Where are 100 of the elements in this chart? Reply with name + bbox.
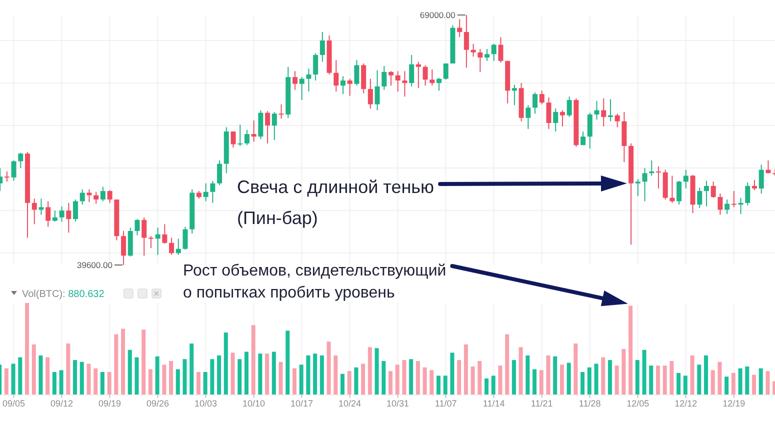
candlestick — [230, 130, 236, 148]
bar — [574, 343, 578, 395]
candlestick — [258, 110, 264, 140]
bar — [224, 332, 228, 395]
candlestick — [176, 238, 181, 256]
bar — [566, 362, 571, 395]
bar — [230, 352, 235, 395]
bar — [697, 364, 702, 395]
bar — [491, 376, 496, 395]
bar — [361, 364, 366, 395]
candlestick — [539, 90, 544, 105]
bar — [766, 371, 770, 395]
bar — [299, 364, 304, 395]
candlestick — [347, 78, 352, 96]
bar — [52, 372, 56, 395]
bar — [614, 366, 619, 395]
bar — [484, 378, 489, 395]
candlestick — [86, 188, 92, 203]
candlestick — [107, 190, 112, 204]
bar — [134, 357, 139, 395]
bar — [25, 303, 30, 395]
x-tick-label: 09/26 — [146, 398, 170, 408]
bar — [539, 370, 544, 395]
candlestick — [478, 48, 483, 72]
x-tick-label: 11/28 — [578, 398, 601, 408]
bar — [73, 360, 78, 395]
bar — [128, 350, 132, 395]
candlestick — [18, 152, 24, 169]
candlestick — [320, 32, 325, 62]
bar — [464, 344, 468, 395]
bar — [340, 374, 344, 395]
candlestick — [546, 96, 552, 130]
x-tick-label: 10/24 — [338, 398, 362, 408]
bar — [436, 376, 441, 395]
candlestick — [361, 62, 366, 94]
bar — [518, 347, 523, 395]
candlestick — [683, 169, 688, 189]
x-tick-label: 10/03 — [194, 398, 218, 408]
bar — [292, 368, 296, 395]
bar — [347, 371, 352, 395]
bar — [320, 355, 324, 395]
bar — [553, 356, 558, 395]
candlestick — [313, 52, 318, 81]
bar — [642, 350, 646, 395]
candlestick — [697, 187, 702, 209]
bar — [80, 362, 84, 395]
bar — [217, 355, 222, 395]
bar — [745, 366, 750, 395]
bar — [142, 330, 146, 395]
bar — [683, 376, 688, 395]
bar — [752, 374, 756, 395]
candlestick — [80, 188, 85, 206]
bar — [724, 376, 729, 395]
candlestick — [553, 108, 558, 132]
candlestick — [73, 199, 78, 222]
candlestick — [704, 180, 709, 207]
bar — [66, 343, 70, 395]
candlestick — [656, 166, 661, 189]
candlestick — [457, 18, 462, 38]
bar — [326, 342, 331, 395]
bar — [731, 372, 736, 395]
bar — [251, 325, 256, 395]
bar — [176, 369, 180, 395]
candlestick — [210, 180, 216, 204]
candlestick — [203, 182, 208, 202]
candlestick — [265, 110, 270, 144]
candlestick — [635, 178, 640, 197]
candlestick — [382, 66, 387, 90]
bar — [382, 360, 386, 395]
bar — [210, 359, 214, 395]
bar — [121, 328, 126, 395]
bar — [278, 362, 283, 395]
bar — [608, 360, 612, 395]
bar — [114, 334, 118, 395]
candlestick — [162, 224, 168, 244]
annotation: 69000.00 — [420, 10, 456, 20]
bar — [169, 360, 174, 395]
text: Vol(BTC): 880.632 — [22, 289, 105, 300]
x-tick-label: 11/21 — [530, 398, 553, 408]
candlestick — [278, 104, 284, 120]
bar — [155, 356, 160, 395]
candlestick — [121, 230, 126, 265]
candlestick — [374, 70, 380, 111]
candlestick — [4, 170, 10, 182]
bar — [532, 369, 537, 395]
bar — [238, 359, 242, 395]
candlestick — [59, 206, 64, 222]
bar — [580, 372, 585, 395]
candlestick — [306, 68, 312, 92]
bar — [203, 372, 208, 395]
candlestick — [416, 61, 421, 89]
candlestick — [422, 64, 428, 86]
bar — [306, 355, 310, 395]
bar — [505, 334, 510, 395]
candlestick — [11, 160, 16, 182]
bar — [4, 368, 8, 395]
candlestick — [134, 218, 140, 236]
bar — [100, 372, 104, 395]
bar — [18, 357, 22, 395]
candlestick — [484, 48, 490, 62]
